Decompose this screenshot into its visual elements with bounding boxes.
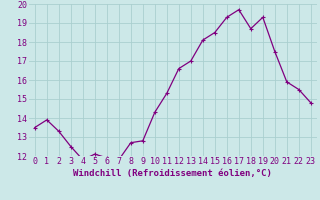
X-axis label: Windchill (Refroidissement éolien,°C): Windchill (Refroidissement éolien,°C) <box>73 169 272 178</box>
